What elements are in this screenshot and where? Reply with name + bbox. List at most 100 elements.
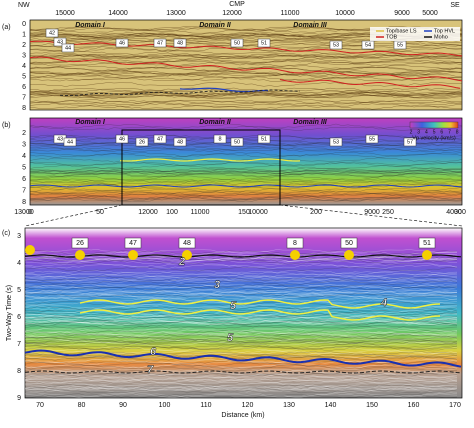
reflector: [24, 277, 458, 283]
station-label: 50: [345, 240, 353, 247]
colorbar-tick: 2: [410, 129, 413, 135]
y-tick-label: 2: [22, 42, 26, 49]
reflector: [29, 66, 463, 72]
reflector: [24, 276, 458, 282]
reflector: [29, 146, 463, 152]
station-label: 46: [119, 40, 125, 46]
reflector: [24, 319, 458, 325]
reflector: [24, 304, 458, 309]
x-tick-label: 15000: [55, 10, 75, 17]
reflector: [24, 266, 458, 272]
reflector: [29, 141, 463, 147]
reflector: [24, 345, 458, 350]
top-horizon: [24, 254, 462, 258]
layer-label: 7: [147, 364, 154, 376]
reflector: [24, 290, 458, 296]
reflector: [24, 345, 458, 351]
station-box: [178, 237, 196, 249]
station-marker: [182, 250, 192, 260]
y-tick-label: 4: [22, 63, 26, 70]
x-tick-label: 0: [28, 209, 32, 216]
reflector: [29, 91, 463, 97]
reflector: [24, 284, 458, 290]
reflector: [29, 170, 463, 176]
reflector: [29, 182, 463, 188]
reflector: [24, 262, 458, 268]
reflector: [24, 376, 458, 382]
station-label: 48: [177, 139, 183, 145]
x-tick-label: 140: [325, 402, 337, 409]
y-tick-label: 7: [22, 94, 26, 101]
reflector: [24, 387, 458, 393]
reflector: [29, 161, 463, 167]
station-label: 51: [423, 240, 431, 247]
reflector: [24, 320, 458, 326]
reflector: [24, 339, 458, 345]
reflector: [24, 331, 458, 337]
reflector: [24, 339, 458, 345]
station-box: [213, 134, 227, 144]
reflector: [29, 175, 463, 181]
station-box: [286, 237, 304, 249]
y-tick-label: 0: [22, 21, 26, 28]
reflector: [29, 164, 463, 170]
reflector: [29, 161, 463, 166]
reflector: [24, 354, 458, 360]
colorbar-tick: 5: [433, 129, 436, 135]
y-tick-label: 9: [17, 395, 21, 402]
station-marker: [25, 245, 35, 255]
domain-label: Domain III: [293, 22, 328, 29]
panel-letter: (b): [2, 122, 11, 129]
zoom-connector: [24, 204, 123, 227]
reflector: [24, 371, 457, 377]
reflector: [29, 70, 463, 76]
hvl-horizon: [79, 299, 441, 309]
colorbar: [409, 121, 459, 129]
station-box: [115, 134, 129, 144]
x-tick-label: 10000: [248, 209, 268, 216]
reflector: [24, 389, 458, 394]
reflector: [25, 328, 458, 333]
domain-label: Domain II: [199, 119, 232, 126]
reflector: [24, 285, 458, 291]
moho-dashed: [24, 370, 462, 374]
y-tick-label: 3: [17, 233, 21, 240]
x-tick-label: 11000: [281, 10, 300, 17]
y-tick-label: 1: [22, 31, 26, 38]
legend-label: TOB: [386, 34, 398, 40]
reflector: [24, 385, 458, 391]
hvl-horizon: [119, 158, 301, 162]
reflector: [24, 291, 458, 296]
tob-horizon: [29, 56, 463, 82]
reflector: [24, 256, 458, 261]
reflector: [24, 293, 458, 298]
station-marker: [344, 250, 354, 260]
reflector: [24, 376, 457, 381]
reflector: [24, 292, 458, 298]
x-tick-label: 100: [159, 402, 171, 409]
reflector: [24, 338, 458, 344]
reflector: [24, 384, 458, 390]
station-label: 43: [57, 39, 63, 45]
y-tick-label: 3: [22, 52, 26, 59]
x-tick-label: 150: [366, 402, 378, 409]
reflector: [29, 194, 463, 200]
reflector: [29, 138, 463, 144]
reflector: [24, 339, 458, 345]
station-marker: [290, 250, 300, 260]
x-tick-label: 9000: [364, 209, 380, 216]
reflector: [24, 335, 458, 341]
reflector: [29, 126, 463, 131]
reflector: [24, 337, 458, 343]
reflector: [30, 134, 463, 140]
station-box: [61, 43, 75, 53]
y-tick-label: 6: [22, 84, 26, 91]
reflector: [24, 249, 458, 255]
reflector: [24, 316, 458, 322]
reflector: [24, 273, 458, 278]
reflector: [24, 379, 458, 385]
station-label: 53: [333, 139, 339, 145]
reflector: [29, 178, 463, 183]
reflector: [24, 323, 458, 329]
zoom-connector: [279, 204, 463, 227]
